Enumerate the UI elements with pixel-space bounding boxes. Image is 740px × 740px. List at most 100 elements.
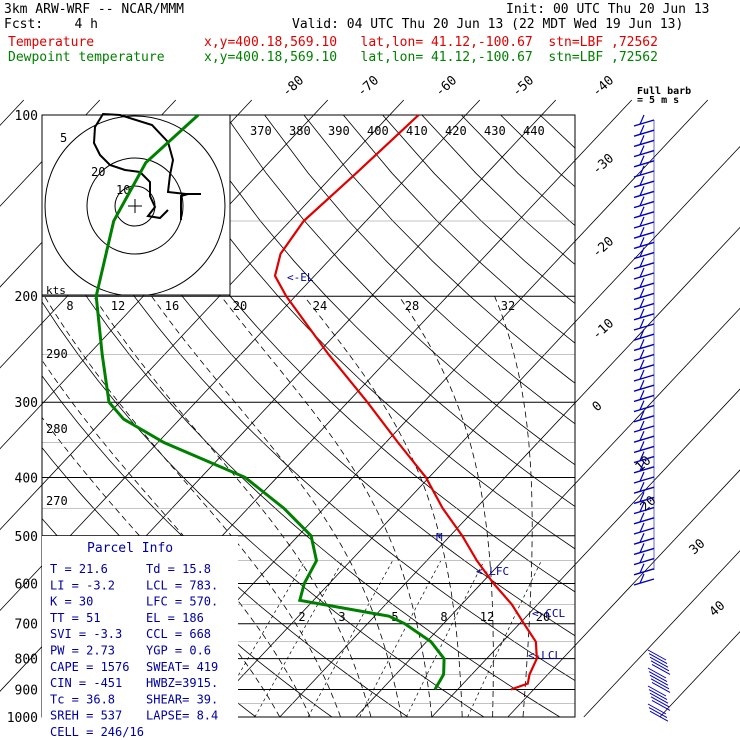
wind-barb-flag: [639, 328, 645, 339]
hodo-ring-label: 5: [60, 131, 67, 145]
wind-barb: [648, 671, 668, 683]
wind-barb: [633, 496, 655, 505]
model-label: 3km ARW-WRF -- NCAR/MMM: [4, 2, 185, 17]
wind-barb: [649, 710, 669, 722]
wind-barb-flag: [639, 573, 645, 584]
wind-barb-flag: [639, 267, 645, 278]
mixing-ratio-label: 5: [391, 610, 398, 624]
legend-dewpoint: Dewpoint temperature: [8, 50, 165, 65]
wind-barb-flag: [639, 410, 645, 421]
isotherm-label: 40: [707, 598, 729, 620]
wind-barb: [648, 707, 668, 719]
parcel-left-value: Tc = 36.8: [50, 692, 115, 706]
isotherm-label: -30: [590, 151, 617, 178]
wind-barb: [633, 394, 655, 403]
hodo-ring-label: 20: [91, 165, 105, 179]
mixing-ratio-line: [467, 560, 542, 717]
pressure-label: 900: [15, 683, 38, 698]
wind-barb: [649, 656, 669, 668]
wind-barb: [633, 139, 655, 148]
wind-barb-flag: [639, 196, 645, 207]
wind-barb: [633, 343, 655, 352]
hodograph-trace: [92, 112, 201, 220]
isotherm: [507, 469, 740, 718]
marker-ccl: <-CCL: [532, 607, 565, 620]
wind-barb: [633, 200, 655, 209]
moist-adiabat: [42, 416, 281, 717]
mixing-ratio-label: 8: [440, 610, 447, 624]
theta-label: 380: [289, 124, 311, 138]
wind-barb-flag: [639, 247, 645, 258]
wind-barb-flag: [639, 186, 645, 196]
wind-barb: [633, 190, 655, 199]
wind-barb: [633, 211, 655, 219]
wind-barb-flag: [639, 237, 645, 247]
wind-barb-flag: [639, 420, 645, 431]
wind-barb: [633, 486, 655, 494]
wind-barb: [633, 506, 655, 515]
wind-barb-flag: [639, 451, 645, 462]
wind-barb: [651, 699, 671, 711]
mixing-ratio-label: 28: [405, 299, 419, 313]
wind-barb: [633, 374, 655, 382]
plot-frame: [41, 114, 576, 718]
mixing-ratio-label: 32: [501, 299, 515, 313]
wind-barb-flag: [639, 553, 645, 564]
isotherm: [659, 631, 740, 718]
wind-barb: [633, 323, 655, 331]
wind-barb-flag: [639, 543, 645, 553]
parcel-left-value: SVI = -3.3: [50, 627, 122, 641]
parcel-right-value: LAPSE= 8.4: [146, 709, 218, 723]
wind-barb: [647, 685, 667, 697]
wind-barb-flag: [639, 379, 645, 390]
wind-barb-flag: [639, 481, 645, 492]
wind-barb: [633, 221, 655, 229]
wind-barb: [633, 292, 655, 301]
mixing-ratio-label: 20: [536, 610, 550, 624]
wind-barb-flag: [639, 471, 645, 482]
wind-barb-flag: [639, 155, 645, 166]
wind-barb: [649, 674, 669, 686]
wind-barb: [633, 129, 655, 137]
parcel-left-value: CELL = 246/16: [50, 725, 144, 739]
mixing-ratio-label: 12: [111, 299, 125, 313]
dry-adiabat: [579, 115, 740, 717]
wind-barb: [649, 692, 669, 704]
markers: <-EL <-LFC <-CCL <-LCL M: [287, 271, 565, 662]
mixing-ratio-line: [405, 560, 485, 717]
mixing-ratio-line: [307, 560, 393, 717]
wind-barb-flag: [639, 512, 645, 523]
parcel-right-value: LCL = 783.: [146, 578, 218, 592]
theta-label: 410: [406, 124, 428, 138]
wind-barb: [650, 696, 670, 708]
legend-temperature: Temperature: [8, 35, 95, 50]
wind-barb-flag: [639, 390, 645, 400]
wind-barb-flag: [639, 114, 645, 125]
init-time-label: Init: 00 UTC Thu 20 Jun 13: [506, 2, 710, 17]
wind-barb: [633, 445, 655, 454]
theta-label: 430: [484, 124, 506, 138]
pressure-label: 1000: [7, 711, 38, 726]
isotherm: [431, 388, 740, 718]
parcel-left-value: LI = -3.2: [50, 578, 115, 592]
mixing-ratio-label: 20: [233, 299, 247, 313]
wind-barb-flag: [639, 318, 645, 329]
theta-label: 390: [328, 124, 350, 138]
dry-adiabat: [619, 115, 740, 717]
wind-barb-flag: [639, 359, 645, 370]
wind-barb: [648, 653, 668, 665]
marker-el: <-EL: [287, 271, 314, 284]
wind-barb: [633, 262, 655, 270]
wind-barb: [633, 119, 655, 127]
hodograph: 5 20 10 kts: [41, 112, 231, 297]
wind-barb: [633, 547, 655, 556]
moist-adiabat: [303, 295, 463, 717]
dry-adiabat: [500, 115, 575, 188]
parcel-info-box: Parcel Info T = 21.6 Td = 15.8 LI = -3.2 LC…: [42, 536, 238, 739]
isotherm: [0, 99, 481, 611]
wind-barb-flag: [639, 461, 645, 472]
isotherm-label: -70: [355, 73, 382, 100]
wind-barb-flag: [639, 257, 645, 268]
parcel-right-value: LFC = 570.: [146, 595, 218, 609]
wind-barb: [650, 678, 670, 690]
